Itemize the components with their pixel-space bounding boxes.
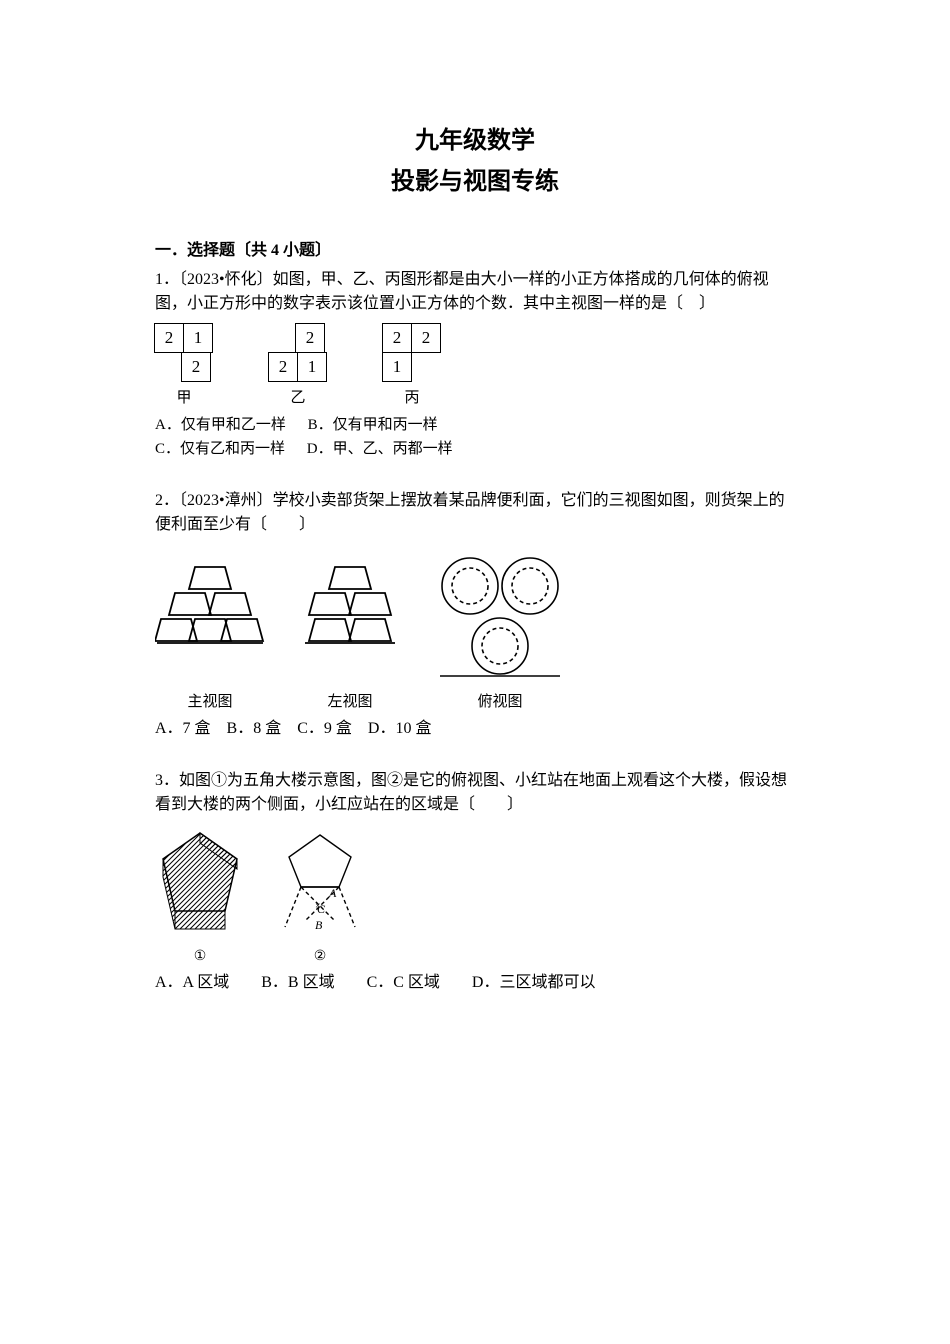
q1-yi-cell: 2 <box>295 323 325 353</box>
q3-figures: ① A C B × ② <box>155 829 795 965</box>
q2-options: A．7 盒 B．8 盒 C．9 盒 D．10 盒 <box>155 717 795 741</box>
q1-opt-a: A．仅有甲和乙一样 <box>155 413 286 437</box>
q2-left-view-svg <box>295 563 405 683</box>
q3-fig2-svg: A C B × <box>275 829 365 939</box>
q3-fig2: A C B × ② <box>275 829 365 965</box>
q1-opt-b: B．仅有甲和丙一样 <box>308 413 438 437</box>
q1-jia-cell: 1 <box>183 323 213 353</box>
subtitle: 投影与视图专练 <box>155 161 795 196</box>
q2-main-view: 主视图 <box>155 563 265 711</box>
q1-jia-empty <box>154 352 182 380</box>
q3-fig1-label: ① <box>155 948 245 965</box>
q1-figures: 2 1 2 甲 2 2 1 乙 2 2 <box>155 324 795 407</box>
q1-bing-cell: 2 <box>411 323 441 353</box>
q2-left-view: 左视图 <box>295 563 405 711</box>
q3-fig2-label: ② <box>275 948 365 965</box>
q1-opt-d: D．甲、乙、丙都一样 <box>307 437 453 461</box>
section-header: 一．选择题〔共 4 小题〕 <box>155 236 795 260</box>
q1-jia-label: 甲 <box>155 386 213 407</box>
q2-main-view-svg <box>155 563 265 683</box>
q1-bing-cell: 2 <box>382 323 412 353</box>
q1-text: 1．〔2023•怀化〕如图，甲、乙、丙图形都是由大小一样的小正方体搭成的几何体的… <box>155 268 795 316</box>
q2-main-label: 主视图 <box>155 690 265 711</box>
q1-opt-c: C．仅有乙和丙一样 <box>155 437 285 461</box>
main-title: 九年级数学 <box>155 120 795 155</box>
q1-table-jia: 2 1 2 甲 <box>155 324 213 407</box>
q2-top-label: 俯视图 <box>435 690 565 711</box>
q1-jia-cell: 2 <box>154 323 184 353</box>
q2-left-label: 左视图 <box>295 690 405 711</box>
q1-options-row2: C．仅有乙和丙一样 D．甲、乙、丙都一样 <box>155 437 795 461</box>
q3-region-x-icon: × <box>315 901 321 912</box>
q3-fig1-svg <box>155 829 245 939</box>
q3-fig1: ① <box>155 829 245 965</box>
q3-region-b-label: B <box>315 918 323 932</box>
q1-yi-cell: 2 <box>268 352 298 382</box>
q2-top-view-svg <box>435 553 565 683</box>
q1-jia-cell: 2 <box>181 352 211 382</box>
q1-table-yi: 2 2 1 乙 <box>269 324 327 407</box>
q3-text: 3．如图①为五角大楼示意图，图②是它的俯视图、小红站在地面上观看这个大楼，假设想… <box>155 769 795 817</box>
q2-top-view: 俯视图 <box>435 553 565 711</box>
q1-options-row1: A．仅有甲和乙一样 B．仅有甲和丙一样 <box>155 413 795 437</box>
q1-table-bing: 2 2 1 丙 <box>383 324 441 407</box>
document-page: 九年级数学 投影与视图专练 一．选择题〔共 4 小题〕 1．〔2023•怀化〕如… <box>0 0 950 1059</box>
q2-views: 主视图 左视图 <box>155 553 795 711</box>
q1-yi-label: 乙 <box>269 386 327 407</box>
q1-yi-empty <box>268 323 296 351</box>
q1-bing-cell: 1 <box>382 352 412 382</box>
q3-options: A．A 区域 B．B 区域 C．C 区域 D．三区域都可以 <box>155 971 795 995</box>
q1-bing-empty <box>411 352 439 380</box>
q1-bing-label: 丙 <box>383 386 441 407</box>
q2-text: 2．〔2023•漳州〕学校小卖部货架上摆放着某品牌便利面，它们的三视图如图，则货… <box>155 489 795 537</box>
q3-region-a-label: A <box>328 886 337 900</box>
q1-yi-cell: 1 <box>297 352 327 382</box>
